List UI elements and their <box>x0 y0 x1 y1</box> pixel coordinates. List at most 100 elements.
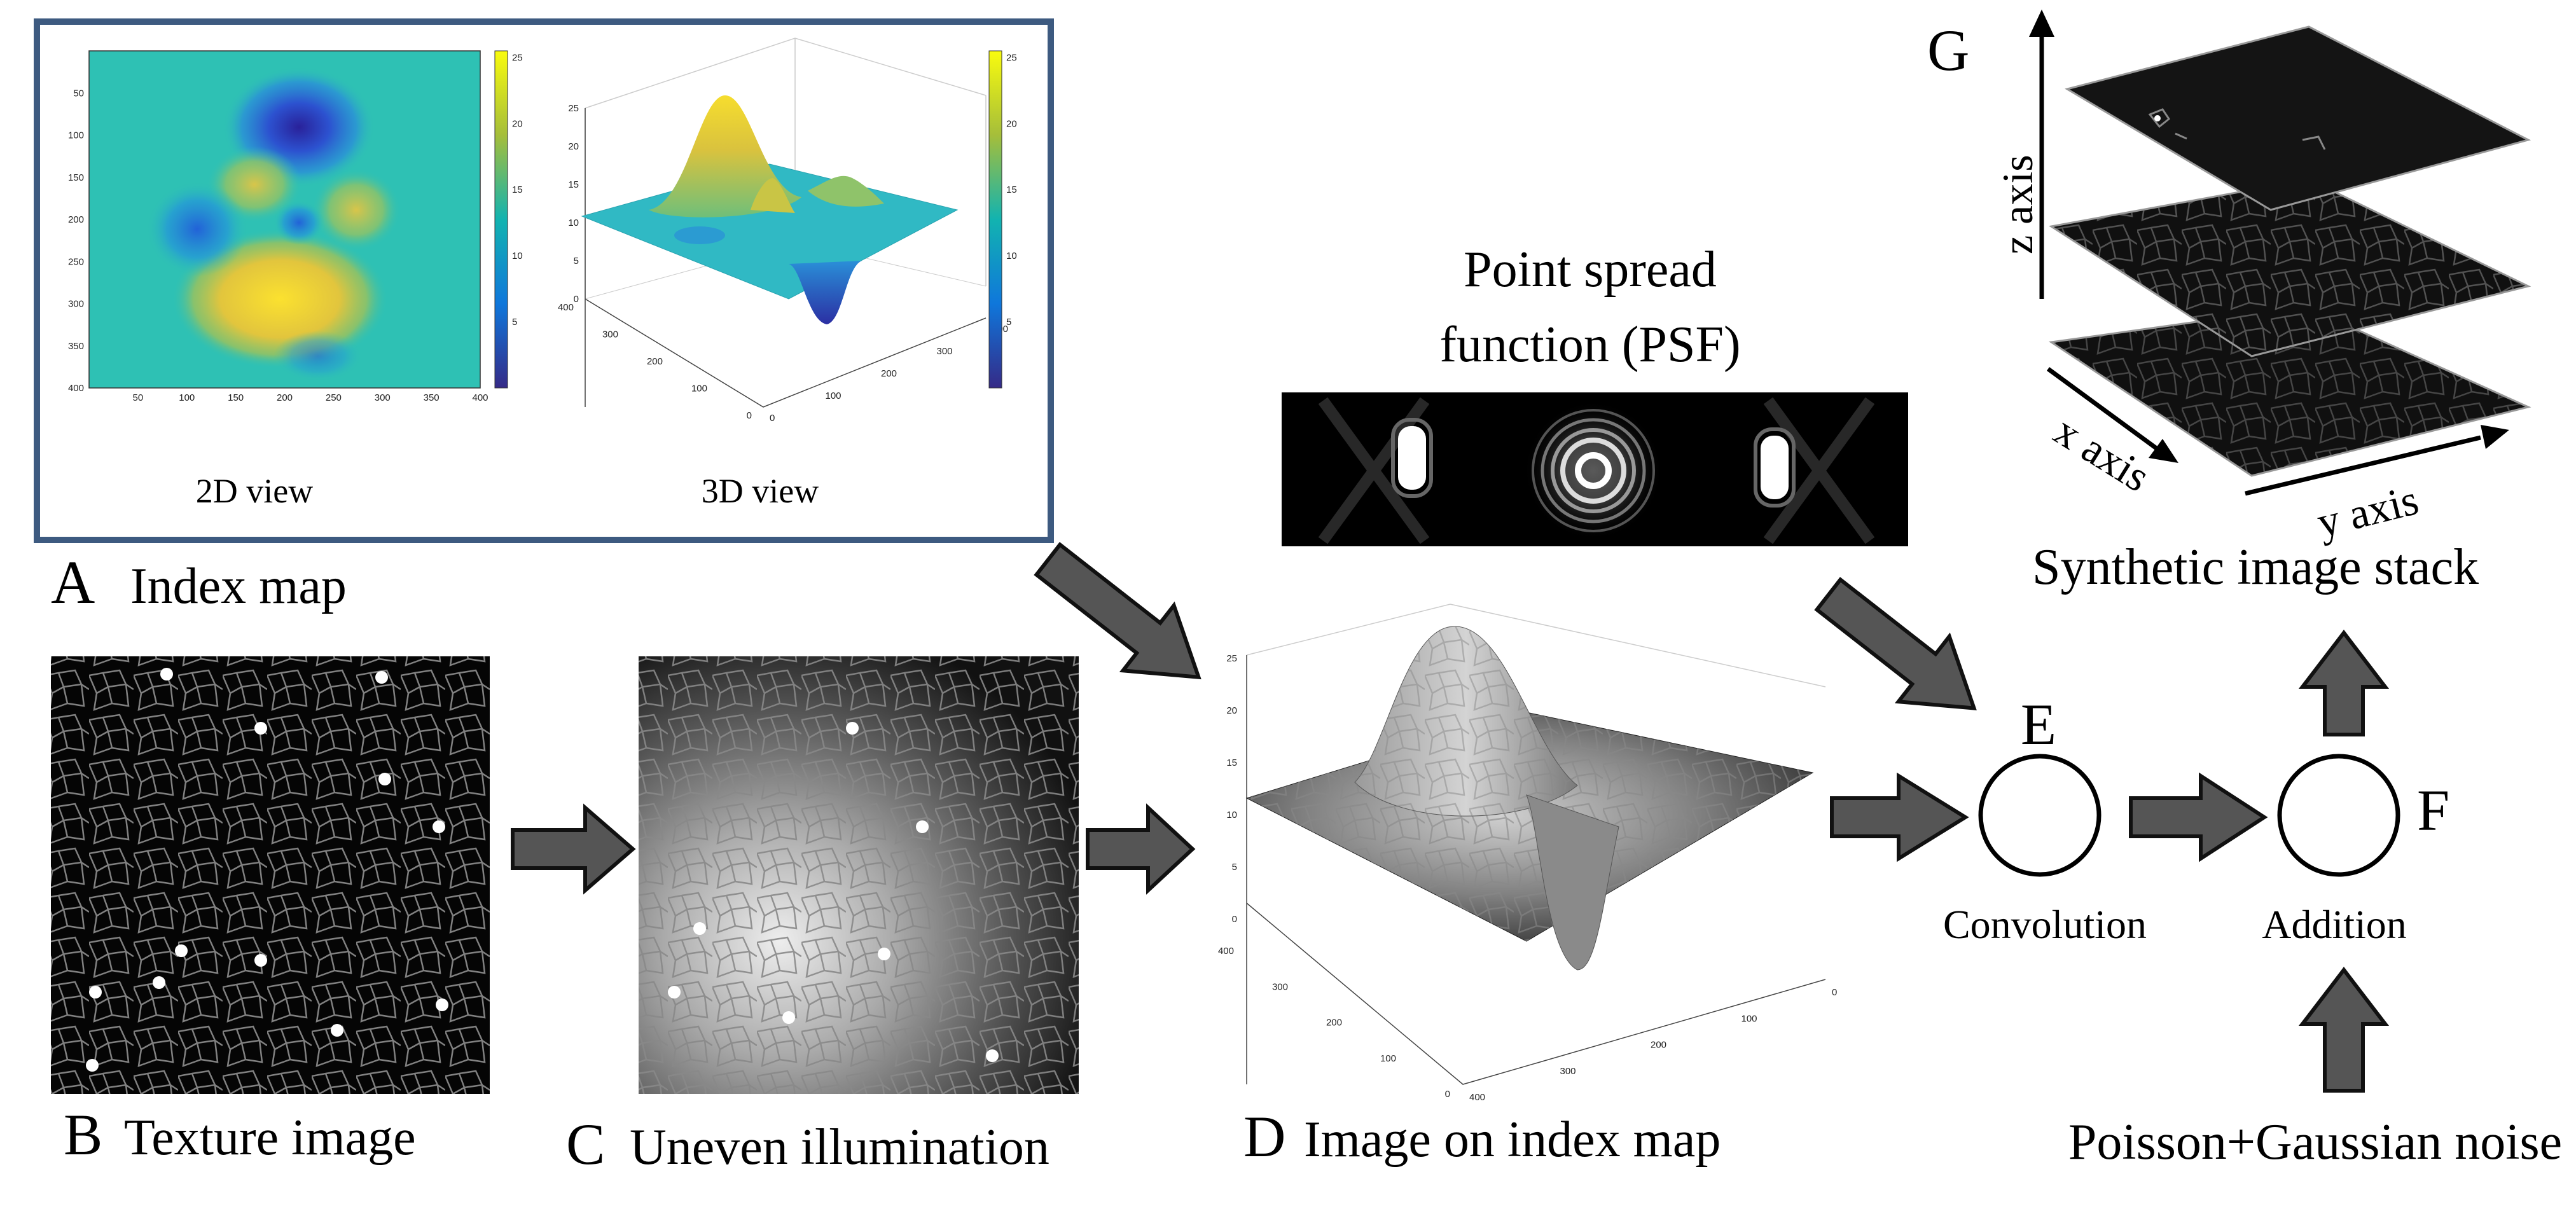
colorbar-tick: 5 <box>512 317 517 328</box>
panel-d-image-on-index-map: 0 5 10 15 20 25 400 300 200 100 0 0 100 200 300 400 <box>1218 604 1837 1103</box>
index-map-2d-view: 50 100 150 200 250 300 350 400 50 100 150 200 250 30… <box>68 50 523 403</box>
image-map-left-ticks: 400 300 200 100 0 <box>1218 946 1450 1100</box>
noise-title: Poisson+Gaussian noise <box>2068 1114 2562 1170</box>
panel-b-letter: B <box>64 1102 102 1167</box>
panel-d-title: Image on index map <box>1304 1112 1721 1168</box>
surface-left-tick: 200 <box>647 356 663 367</box>
arrow-b-to-c <box>511 803 636 895</box>
x-axis-line <box>2046 367 2164 455</box>
bright-spot <box>846 722 859 735</box>
colorbar-2d <box>494 50 508 389</box>
image-map-z-tick: 20 <box>1226 705 1237 716</box>
image-map-z-tick: 15 <box>1226 757 1237 768</box>
arrow-a-to-d <box>1034 542 1201 680</box>
colorbar-tick: 20 <box>1006 118 1017 129</box>
heatmap-y-ticks: 50 100 150 200 250 300 350 400 <box>68 88 84 394</box>
surface-z-tick: 0 <box>574 294 579 305</box>
stack-slice-top <box>2065 25 2531 211</box>
panel-a-title: Index map <box>130 558 347 614</box>
surface-z-tick: 10 <box>568 218 579 228</box>
image-map-left-tick: 100 <box>1380 1053 1396 1064</box>
arrow-f-to-g <box>2298 630 2390 736</box>
image-map-right-tick: 0 <box>1832 987 1837 998</box>
heatmap-y-tick: 150 <box>68 172 84 183</box>
bright-spot <box>878 948 890 960</box>
heatmap-x-tick: 100 <box>179 392 195 403</box>
x-axis-arrowhead <box>2149 439 2178 463</box>
panel-b-title: Texture image <box>124 1110 416 1166</box>
image-map-right-tick: 200 <box>1651 1040 1666 1051</box>
surface-left-tick: 300 <box>602 329 618 340</box>
colorbar-3d <box>988 50 1002 389</box>
heatmap-x-tick: 200 <box>277 392 293 403</box>
convolution-operator <box>1978 754 2102 877</box>
surface-left-tick: 0 <box>747 410 752 421</box>
heatmap-x-tick: 400 <box>472 392 488 403</box>
bright-spot <box>986 1049 999 1062</box>
arrow-d-to-e <box>1830 772 1969 862</box>
psf-title-line1: Point spread <box>1464 242 1717 298</box>
surface-right-tick: 100 <box>826 390 841 401</box>
arrow-c-to-d <box>1086 803 1196 895</box>
psf-image <box>1282 392 1908 546</box>
heatmap-x-tick: 50 <box>133 392 144 403</box>
colorbar-tick: 5 <box>1006 317 1011 328</box>
heatmap-x-tick: 150 <box>228 392 244 403</box>
bright-spot <box>782 1011 795 1024</box>
panel-c-letter: C <box>566 1112 605 1177</box>
colorbar-tick: 15 <box>512 184 523 195</box>
image-map-left-tick: 0 <box>1445 1089 1450 1100</box>
panel-g-image-stack <box>2029 10 2531 496</box>
bright-spot <box>375 671 388 684</box>
panel-e-letter: E <box>2021 692 2056 757</box>
surface-right-tick: 200 <box>881 368 897 379</box>
image-map-right-ticks: 0 100 200 300 400 <box>1469 987 1837 1103</box>
bright-spot <box>153 976 165 989</box>
image-map-z-tick: 10 <box>1226 810 1237 820</box>
y-axis-label: y axis <box>2312 475 2423 547</box>
panel-d-letter: D <box>1243 1104 1285 1169</box>
addition-operator <box>2277 754 2400 877</box>
y-axis-line <box>2245 435 2481 496</box>
bright-spot <box>331 1024 343 1037</box>
image-map-right-tick: 400 <box>1469 1092 1485 1103</box>
bright-spot <box>668 986 681 998</box>
view-2d-label: 2D view <box>196 472 313 510</box>
convolution-caption: Convolution <box>1943 902 2147 947</box>
colorbar-2d-ticks: 5 10 15 20 25 <box>512 52 523 328</box>
bright-spot <box>175 944 188 957</box>
colorbar-tick: 25 <box>1006 52 1017 63</box>
heatmap-x-tick: 300 <box>375 392 391 403</box>
bright-spot <box>693 922 706 935</box>
surface-left-ticks: 400 300 200 100 0 <box>558 302 752 421</box>
bright-spot <box>436 998 448 1011</box>
bright-spot <box>160 668 173 681</box>
view-3d-label: 3D view <box>702 472 819 510</box>
panel-g-letter: G <box>1927 18 1969 83</box>
panel-f-letter: F <box>2417 778 2449 843</box>
addition-caption: Addition <box>2262 902 2407 947</box>
bright-spot <box>254 954 267 967</box>
panel-c-uneven-illumination <box>639 656 1079 1094</box>
colorbar-tick: 15 <box>1006 184 1017 195</box>
image-map-right-tick: 100 <box>1742 1013 1757 1024</box>
heatmap-y-tick: 250 <box>68 256 84 267</box>
heatmap-y-tick: 50 <box>73 88 84 99</box>
image-map-z-tick: 5 <box>1232 862 1237 873</box>
image-map-left-tick: 200 <box>1326 1018 1342 1028</box>
colorbar-tick: 25 <box>512 52 523 63</box>
image-map-left-tick: 300 <box>1272 981 1288 992</box>
image-map-z-ticks: 0 5 10 15 20 25 <box>1226 653 1237 925</box>
heatmap-y-tick: 300 <box>68 299 84 310</box>
surface-left-tick: 400 <box>558 302 574 313</box>
surface-z-tick: 25 <box>568 103 579 114</box>
bright-spot <box>89 986 102 998</box>
image-map-z-tick: 0 <box>1232 914 1237 925</box>
heatmap-y-tick: 350 <box>68 341 84 352</box>
heatmap-y-tick: 400 <box>68 383 84 394</box>
panel-b-texture-image <box>51 656 490 1094</box>
panel-a-letter: A <box>51 548 95 616</box>
surface-z-tick: 5 <box>574 256 579 266</box>
